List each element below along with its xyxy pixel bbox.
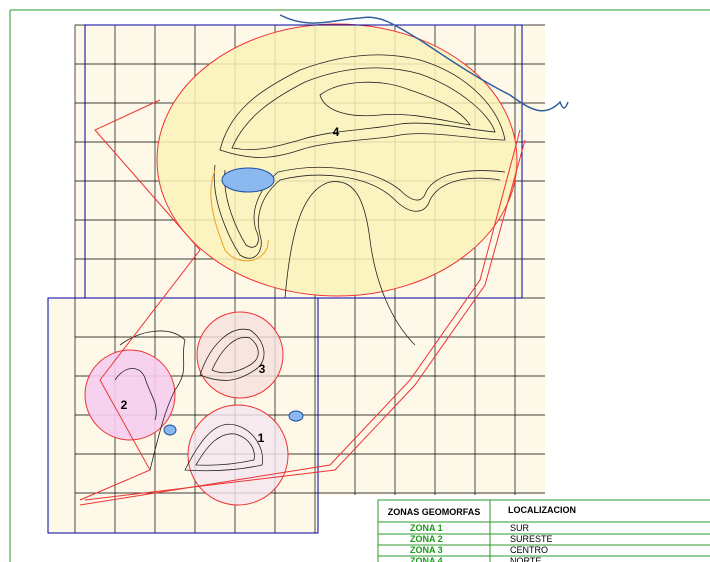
- table-frame: [377, 499, 710, 562]
- contours: [114, 54, 506, 472]
- block-lower: [47, 297, 319, 534]
- contour-orange: [210, 169, 269, 262]
- zone-3-area: [196, 311, 284, 399]
- lake: [221, 167, 275, 193]
- zone-label: 2: [121, 398, 128, 412]
- roads: [79, 99, 526, 506]
- zone-1-area: [187, 404, 289, 506]
- zone-label: 1: [258, 431, 265, 445]
- zone-location: SUR: [510, 523, 530, 533]
- zone-label: 4: [333, 125, 340, 139]
- zone-location: SURESTE: [510, 534, 553, 544]
- pond: [163, 424, 177, 436]
- zone-name: ZONA 2: [410, 534, 443, 544]
- zone-2-area: [84, 349, 176, 441]
- table-header: ZONAS GEOMORFAS: [388, 507, 481, 517]
- zone-label: 3: [259, 362, 266, 376]
- zone-location: NORTE: [510, 556, 541, 562]
- zone-name: ZONA 1: [410, 523, 443, 533]
- zone-name: ZONA 3: [410, 545, 443, 555]
- legend-table: ZONAS GEOMORFAS LOCALIZACION: [377, 499, 710, 562]
- zone-4-area: [156, 23, 518, 297]
- river: [279, 14, 569, 112]
- table-header: LOCALIZACION: [508, 505, 576, 515]
- zone-name: ZONA 4: [410, 556, 443, 562]
- zone-location: CENTRO: [510, 545, 548, 555]
- pond: [288, 410, 304, 422]
